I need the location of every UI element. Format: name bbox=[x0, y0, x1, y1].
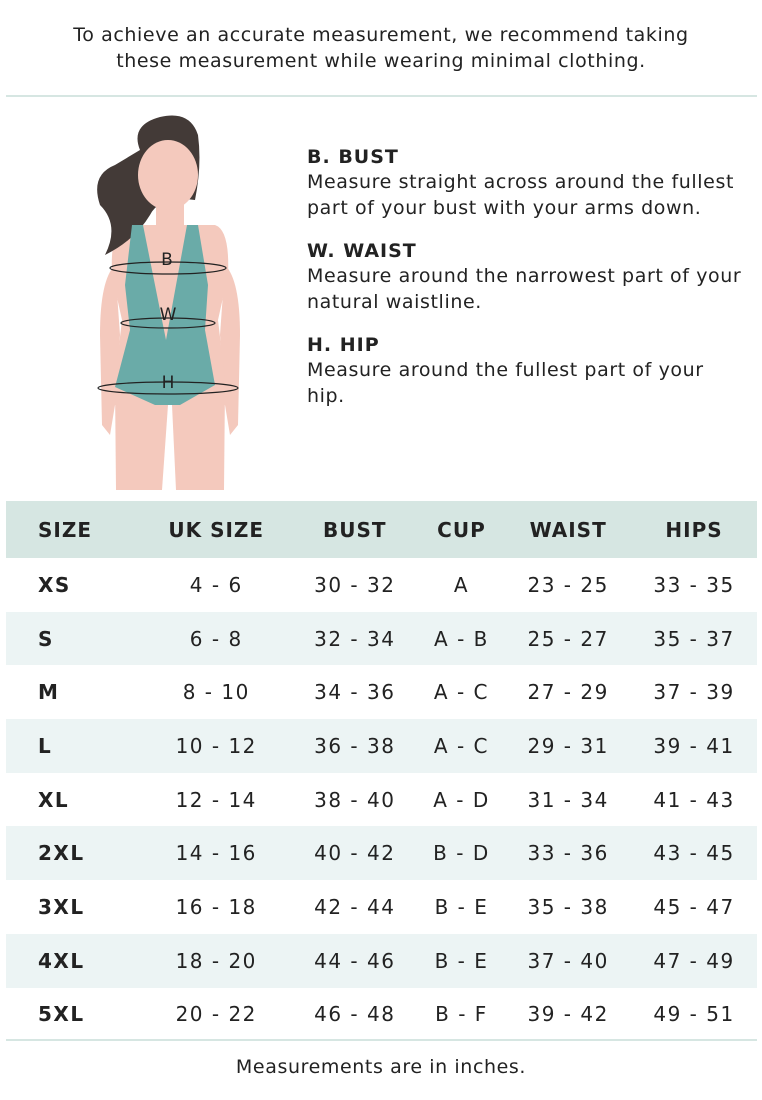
definition-title: B. BUST bbox=[307, 146, 399, 168]
table-cell: A bbox=[453, 572, 470, 597]
column-header: HIPS bbox=[631, 501, 757, 558]
table-cell: 29 - 31 bbox=[505, 719, 632, 773]
table-cell: 5XL bbox=[38, 1002, 85, 1027]
table-cell: B - F bbox=[435, 1002, 488, 1027]
table-header-row: SIZE UK SIZE BUST CUP WAIST HIPS bbox=[6, 501, 757, 558]
table-cell: 40 - 42 bbox=[291, 826, 418, 881]
column-header: UK SIZE bbox=[140, 501, 292, 558]
table-cell: 23 - 25 bbox=[527, 572, 609, 597]
table-cell: 37 - 39 bbox=[653, 680, 735, 705]
table-cell: 34 - 36 bbox=[314, 680, 396, 705]
table-cell: A - C bbox=[417, 719, 506, 773]
definition-title: W. WAIST bbox=[307, 240, 417, 262]
waist-label: W bbox=[160, 305, 177, 325]
column-header: BUST bbox=[291, 501, 418, 558]
table-row: 4XL 18 - 20 44 - 46 B - E 37 - 40 47 - 49 bbox=[6, 933, 757, 988]
table-row: XS 4 - 6 30 - 32 A 23 - 25 33 - 35 bbox=[6, 558, 757, 612]
table-row: 5XL 20 - 22 46 - 48 B - F 39 - 42 49 - 51 bbox=[6, 988, 757, 1042]
table-cell: 42 - 44 bbox=[314, 894, 396, 919]
footer-note: Measurements are in inches. bbox=[235, 1056, 527, 1078]
table-cell: 10 - 12 bbox=[140, 719, 292, 773]
table-cell: 39 - 42 bbox=[527, 1002, 609, 1027]
table-cell: 41 - 43 bbox=[653, 787, 735, 812]
table-cell: 16 - 18 bbox=[175, 894, 257, 919]
table-cell: A - C bbox=[433, 680, 489, 705]
swimsuit bbox=[115, 225, 215, 405]
table-cell: S bbox=[6, 611, 141, 666]
table-row: 2XL 14 - 16 40 - 42 B - D 33 - 36 43 - 45 bbox=[6, 826, 757, 881]
definition-bust: B. BUST Measure straight across around t… bbox=[307, 145, 747, 221]
table-cell: 14 - 16 bbox=[140, 826, 292, 881]
table-cell: A - B bbox=[417, 611, 506, 666]
table-cell: 31 - 34 bbox=[527, 787, 609, 812]
table-cell: 3XL bbox=[38, 894, 85, 919]
hip-label: H bbox=[162, 373, 175, 393]
table-cell: 12 - 14 bbox=[175, 787, 257, 812]
table-cell: 37 - 40 bbox=[505, 933, 632, 988]
table-cell: 46 - 48 bbox=[314, 1002, 396, 1027]
definition-text: Measure straight across around the fulle… bbox=[307, 171, 735, 219]
column-header: SIZE bbox=[6, 501, 141, 558]
table-row: XL 12 - 14 38 - 40 A - D 31 - 34 41 - 43 bbox=[6, 773, 757, 827]
table-cell: 18 - 20 bbox=[140, 933, 292, 988]
intro-text: To achieve an accurate measurement, we r… bbox=[0, 22, 762, 74]
table-cell: 49 - 51 bbox=[653, 1002, 735, 1027]
table-cell: A - D bbox=[433, 787, 490, 812]
divider bbox=[6, 95, 757, 97]
table-cell: 47 - 49 bbox=[631, 933, 757, 988]
table-cell: B - E bbox=[434, 894, 489, 919]
table-cell: B - E bbox=[417, 933, 506, 988]
table-cell: 45 - 47 bbox=[653, 894, 735, 919]
waist-line bbox=[120, 317, 216, 329]
table-cell: 35 - 37 bbox=[631, 611, 757, 666]
table-cell: 4XL bbox=[6, 933, 141, 988]
table-cell: XL bbox=[38, 787, 70, 812]
table-cell: 33 - 36 bbox=[505, 826, 632, 881]
bust-line bbox=[109, 261, 227, 275]
body-measurement-figure: B W H bbox=[97, 115, 240, 490]
measurement-definitions: B. BUST Measure straight across around t… bbox=[307, 145, 747, 427]
table-cell: 30 - 32 bbox=[314, 572, 396, 597]
definition-waist: W. WAIST Measure around the narrowest pa… bbox=[307, 239, 747, 315]
table-cell: B - D bbox=[417, 826, 506, 881]
bust-label: B bbox=[161, 250, 173, 270]
divider bbox=[6, 1039, 757, 1041]
definition-hip: H. HIP Measure around the fullest part o… bbox=[307, 333, 747, 409]
table-cell: 43 - 45 bbox=[631, 826, 757, 881]
table-cell: 39 - 41 bbox=[631, 719, 757, 773]
table-cell: 35 - 38 bbox=[527, 894, 609, 919]
table-cell: 38 - 40 bbox=[314, 787, 396, 812]
table-cell: 36 - 38 bbox=[291, 719, 418, 773]
table-cell: 20 - 22 bbox=[175, 1002, 257, 1027]
table-cell: 27 - 29 bbox=[527, 680, 609, 705]
intro-line: To achieve an accurate measurement, we r… bbox=[73, 24, 689, 46]
hip-line bbox=[97, 381, 239, 395]
column-header: CUP bbox=[417, 501, 506, 558]
definition-text: Measure around the narrowest part of you… bbox=[307, 265, 742, 313]
table-cell: XS bbox=[38, 572, 71, 597]
table-cell: M bbox=[38, 680, 60, 705]
column-header: WAIST bbox=[505, 501, 632, 558]
table-cell: 33 - 35 bbox=[653, 572, 735, 597]
table-cell: 25 - 27 bbox=[505, 611, 632, 666]
table-cell: 2XL bbox=[6, 826, 141, 881]
table-row: 3XL 16 - 18 42 - 44 B - E 35 - 38 45 - 47 bbox=[6, 880, 757, 934]
table-row: L 10 - 12 36 - 38 A - C 29 - 31 39 - 41 bbox=[6, 719, 757, 773]
intro-line: these measurement while wearing minimal … bbox=[116, 50, 646, 72]
table-cell: 6 - 8 bbox=[140, 611, 292, 666]
table-cell: 4 - 6 bbox=[189, 572, 243, 597]
table-cell: 32 - 34 bbox=[291, 611, 418, 666]
definition-title: H. HIP bbox=[307, 334, 380, 356]
table-cell: 44 - 46 bbox=[291, 933, 418, 988]
table-cell: 8 - 10 bbox=[182, 680, 250, 705]
definition-text: Measure around the fullest part of your … bbox=[307, 359, 704, 407]
table-cell: L bbox=[6, 719, 141, 773]
size-chart-table: SIZE UK SIZE BUST CUP WAIST HIPS XS 4 - 6 30 - … bbox=[6, 501, 757, 1041]
table-row: M 8 - 10 34 - 36 A - C 27 - 29 37 - 39 bbox=[6, 665, 757, 719]
